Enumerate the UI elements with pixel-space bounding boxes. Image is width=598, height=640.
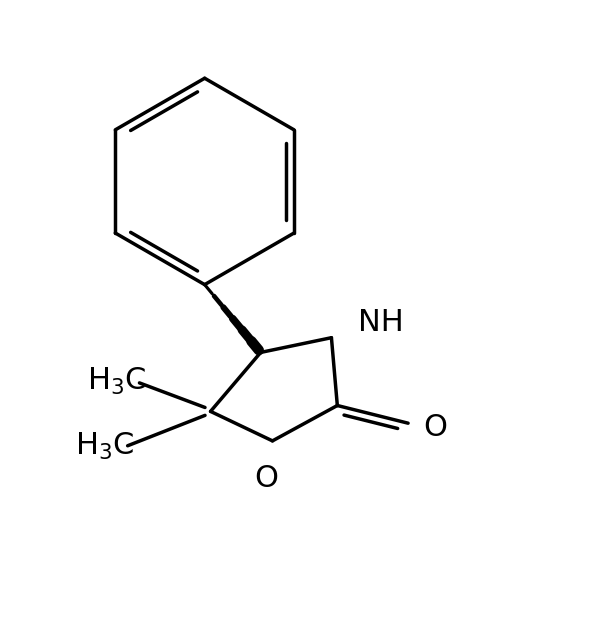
Text: $\mathregular{H_3C}$: $\mathregular{H_3C}$ xyxy=(75,431,135,462)
Text: O: O xyxy=(255,465,279,493)
Text: O: O xyxy=(423,413,447,442)
Text: $\mathregular{H_3C}$: $\mathregular{H_3C}$ xyxy=(87,366,146,397)
Text: NH: NH xyxy=(358,308,404,337)
